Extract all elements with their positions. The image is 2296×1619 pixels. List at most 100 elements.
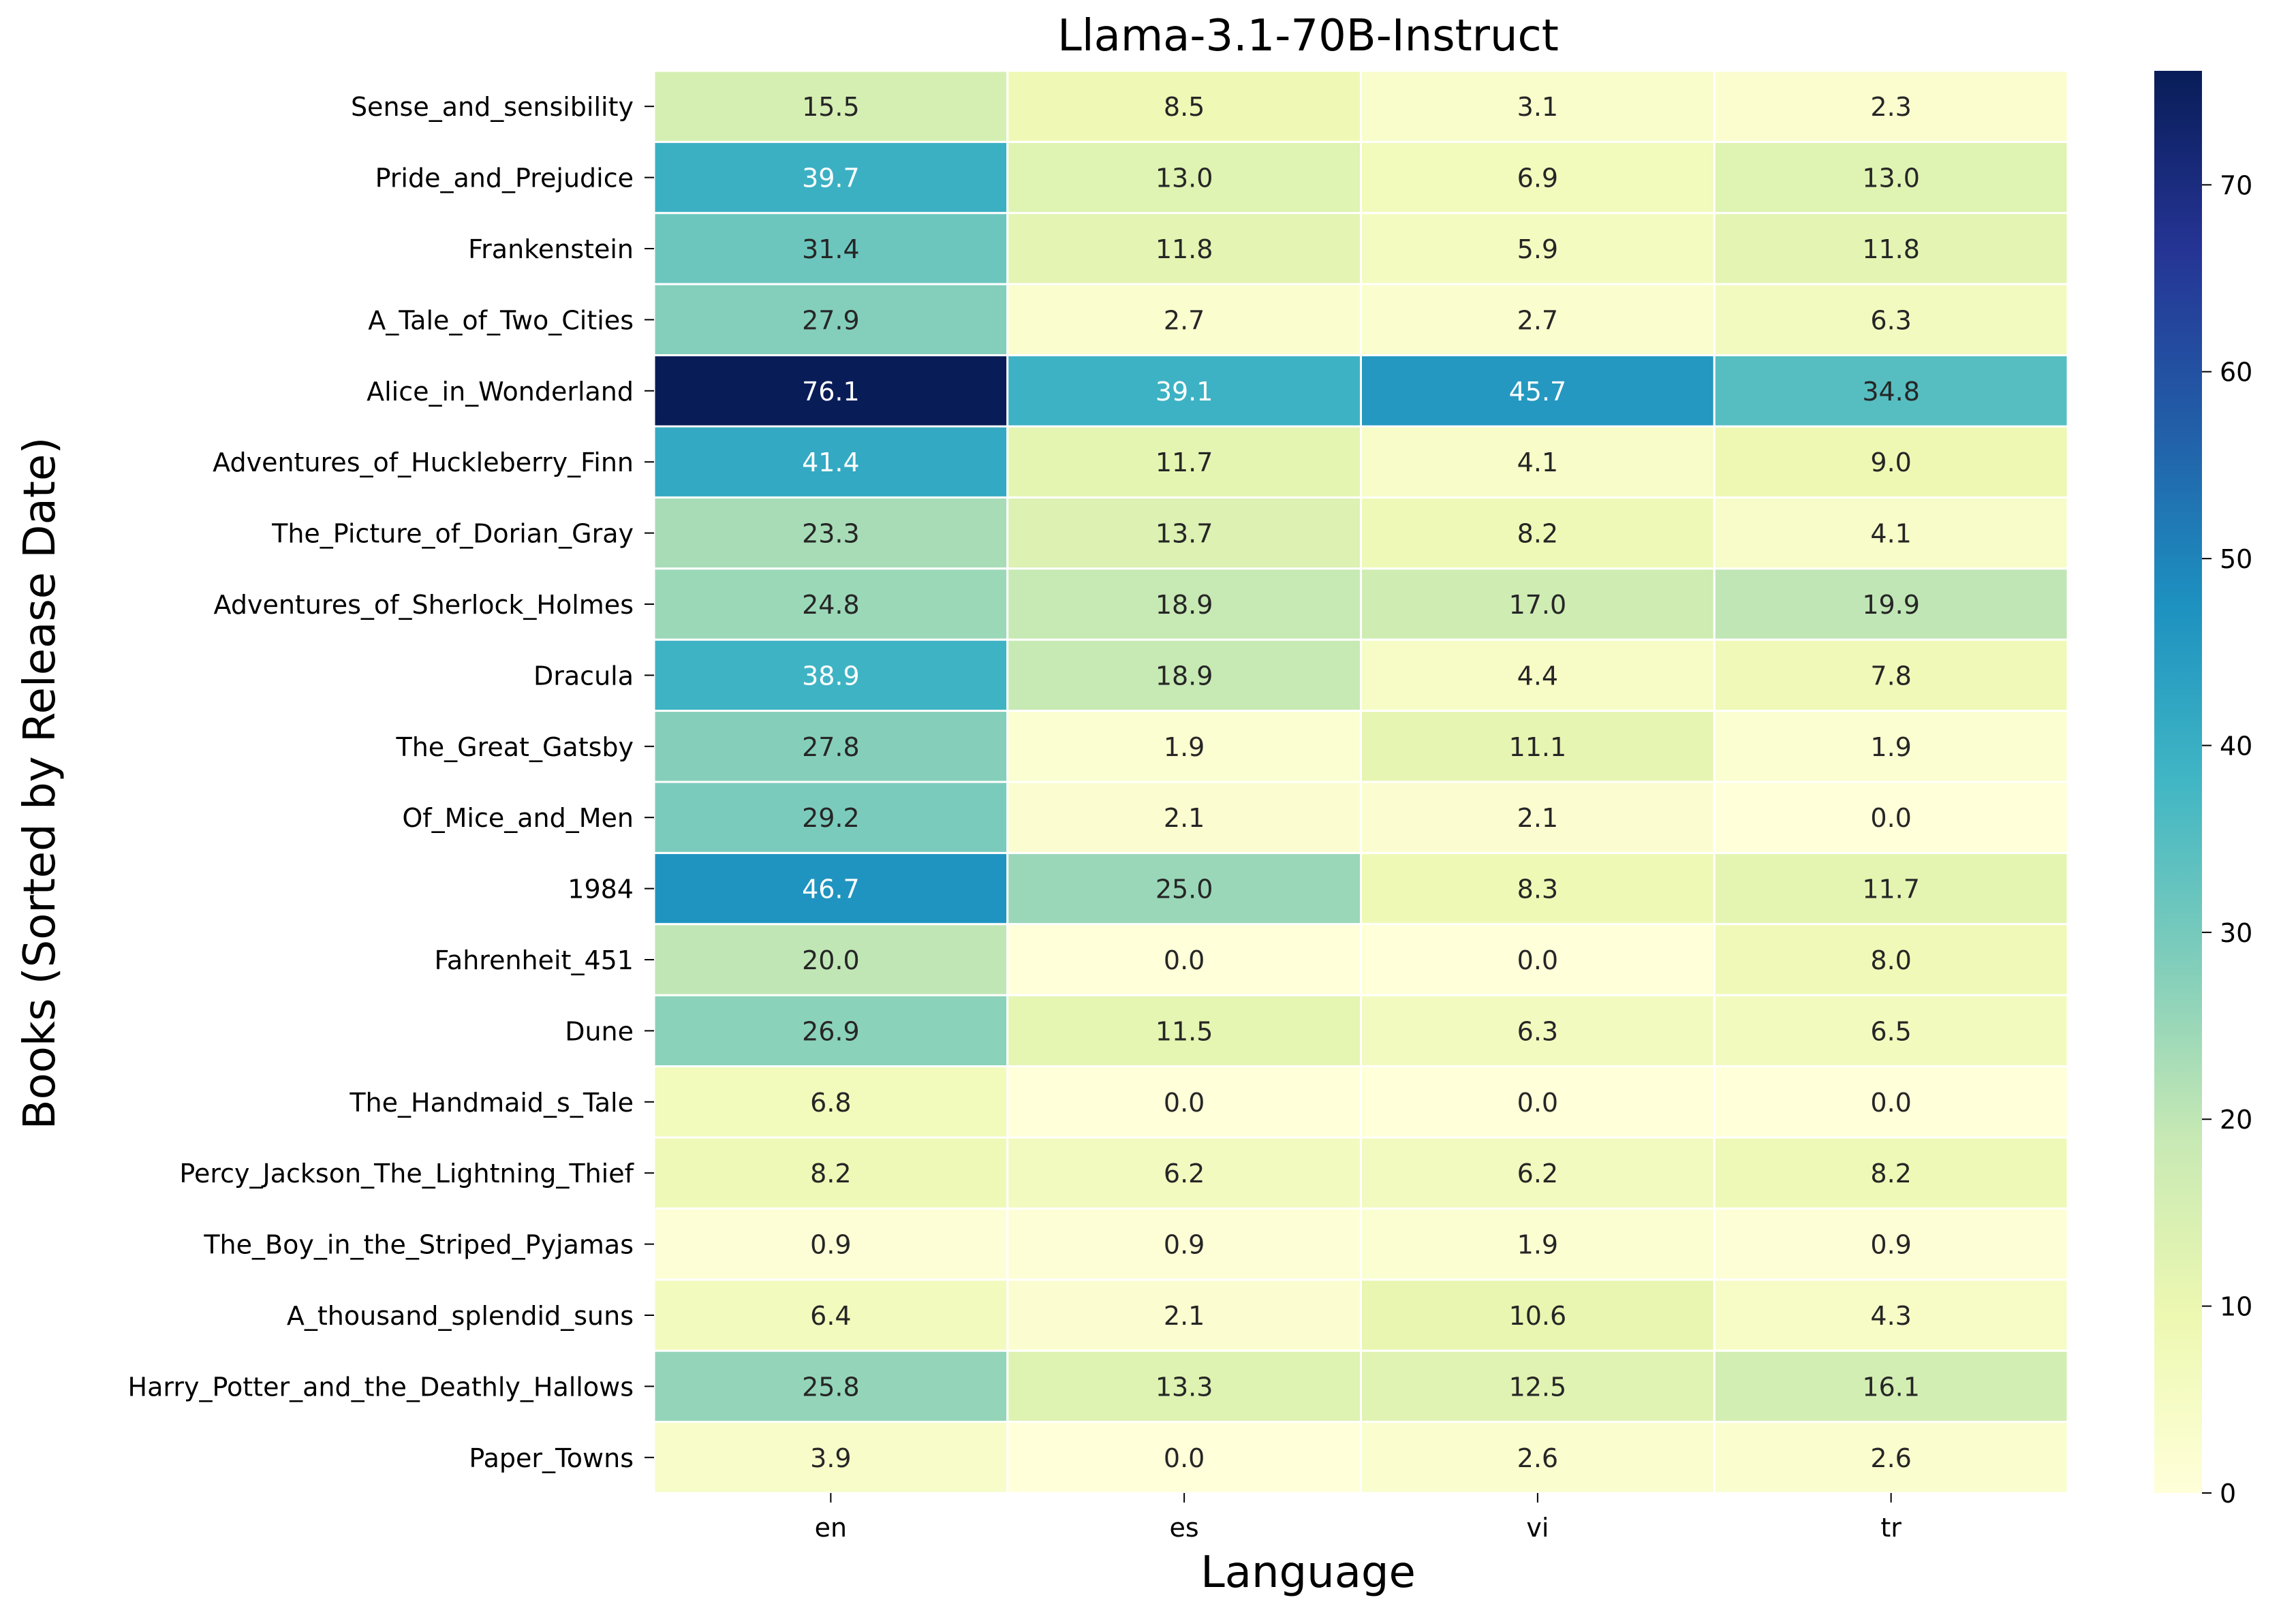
heatmap-cell [1360,1349,1716,1424]
cell-value-label: 11.5 [1155,1016,1213,1046]
cell-value-label: 4.4 [1517,661,1558,691]
heatmap-cell [1713,354,2069,428]
cell-value-label: 0.0 [1164,1088,1205,1118]
cell-value-label: 8.5 [1164,92,1205,122]
heatmap-cell [1713,140,2069,215]
x-tick-label: vi [1526,1513,1549,1543]
cell-value-label: 6.3 [1517,1016,1558,1046]
cell-value-label: 2.6 [1870,1443,1911,1473]
y-tick-label: The_Boy_in_the_Striped_Pyjamas [203,1230,634,1260]
cell-value-label: 6.2 [1164,1159,1205,1189]
heatmap-cell [1360,710,1716,783]
cell-value-label: 2.1 [1164,803,1205,833]
cell-value-label: 11.7 [1862,875,1920,905]
y-tick-label: Of_Mice_and_Men [402,803,634,833]
heatmap-cell [1360,425,1716,499]
cell-value-label: 24.8 [802,590,860,620]
cell-value-label: 6.3 [1870,305,1911,335]
heatmap-cell [653,851,1009,926]
y-tick-label: Harry_Potter_and_the_Deathly_Hallows [128,1372,634,1402]
y-tick-label: Sense_and_sensibility [351,92,634,122]
cell-value-label: 8.2 [1870,1159,1911,1189]
heatmap-cell [1360,994,1716,1068]
heatmap-cells: 15.5 8.5 3.1 2.3 39.7 13.0 6.9 13.0 31.4 11.8 5.9 1… [653,69,2069,1494]
heatmap-cell [1006,1278,1362,1352]
cell-value-label: 25.8 [802,1372,860,1402]
colorbar-tick-label: 0 [2220,1479,2236,1509]
cell-value-label: 20.0 [802,945,860,975]
heatmap-cell [1713,212,2069,285]
heatmap-cell [1360,1207,1716,1281]
cell-value-label: 31.4 [802,234,860,264]
x-tick-label: en [815,1513,847,1543]
heatmap-cell [1713,923,2069,996]
cell-value-label: 13.3 [1155,1372,1213,1402]
cell-value-label: 6.9 [1517,163,1558,193]
y-tick-label: 1984 [568,875,634,905]
heatmap-cell [1360,1065,1716,1139]
heatmap-cell [1713,1278,2069,1352]
cell-value-label: 16.1 [1862,1372,1920,1402]
colorbar-tick-label: 60 [2220,358,2252,388]
cell-value-label: 15.5 [802,92,860,122]
cell-value-label: 8.3 [1517,875,1558,905]
y-tick-label: The_Handmaid_s_Tale [349,1088,634,1118]
cell-value-label: 0.9 [810,1230,851,1260]
cell-value-label: 26.9 [802,1016,860,1046]
heatmap-cell [1006,1421,1362,1494]
heatmap-cell [1360,69,1716,143]
cell-value-label: 38.9 [802,661,860,691]
colorbar-tick-label: 70 [2220,170,2252,200]
x-tick-label: es [1170,1513,1199,1543]
colorbar-gradient [2154,71,2202,1493]
heatmap-cell [653,567,1009,641]
x-tick-labels: en es vi tr [815,1493,1902,1543]
colorbar: 0 10 20 30 40 50 60 70 [2154,71,2252,1509]
heatmap-cell [1360,567,1716,641]
heatmap-cell [653,1421,1009,1494]
heatmap-cell [1713,496,2069,570]
heatmap-cell [1713,638,2069,712]
chart-title: Llama-3.1-70B-Instruct [1057,11,1559,61]
heatmap-cell [1006,425,1362,499]
cell-value-label: 34.8 [1862,377,1920,407]
heatmap-cell [1713,283,2069,357]
heatmap-cell [653,69,1009,143]
cell-value-label: 8.2 [1517,519,1558,549]
heatmap-cell [1006,851,1362,926]
colorbar-tick-label: 40 [2220,731,2252,761]
cell-value-label: 39.7 [802,163,860,193]
cell-value-label: 17.0 [1509,590,1567,620]
cell-value-label: 3.1 [1517,92,1558,122]
heatmap-cell [1006,212,1362,285]
heatmap-cell [1713,69,2069,143]
heatmap-cell [1006,69,1362,143]
cell-value-label: 10.6 [1509,1301,1567,1331]
cell-value-label: 2.3 [1870,92,1911,122]
heatmap-cell [1713,994,2069,1068]
cell-value-label: 27.8 [802,732,860,762]
heatmap-cell [1360,851,1716,926]
colorbar-tick-label: 10 [2220,1292,2252,1322]
y-tick-label: A_thousand_splendid_suns [287,1301,634,1331]
cell-value-label: 27.9 [802,305,860,335]
heatmap-cell [1713,1349,2069,1424]
y-tick-label: Percy_Jackson_The_Lightning_Thief [179,1159,634,1189]
cell-value-label: 0.0 [1164,1443,1205,1473]
cell-value-label: 39.1 [1155,377,1213,407]
heatmap-cell [653,710,1009,783]
heatmap-cell [1006,994,1362,1068]
cell-value-label: 11.8 [1155,234,1213,264]
y-tick-label: Fahrenheit_451 [435,945,634,975]
cell-value-label: 0.0 [1870,1088,1911,1118]
colorbar-tick-label: 20 [2220,1105,2252,1135]
cell-value-label: 7.8 [1870,661,1911,691]
cell-value-label: 29.2 [802,803,860,833]
heatmap-cell [1360,496,1716,570]
cell-value-label: 6.5 [1870,1016,1911,1046]
cell-value-label: 4.1 [1517,447,1558,477]
heatmap-cell [1713,851,2069,926]
heatmap-cell [653,1136,1009,1210]
